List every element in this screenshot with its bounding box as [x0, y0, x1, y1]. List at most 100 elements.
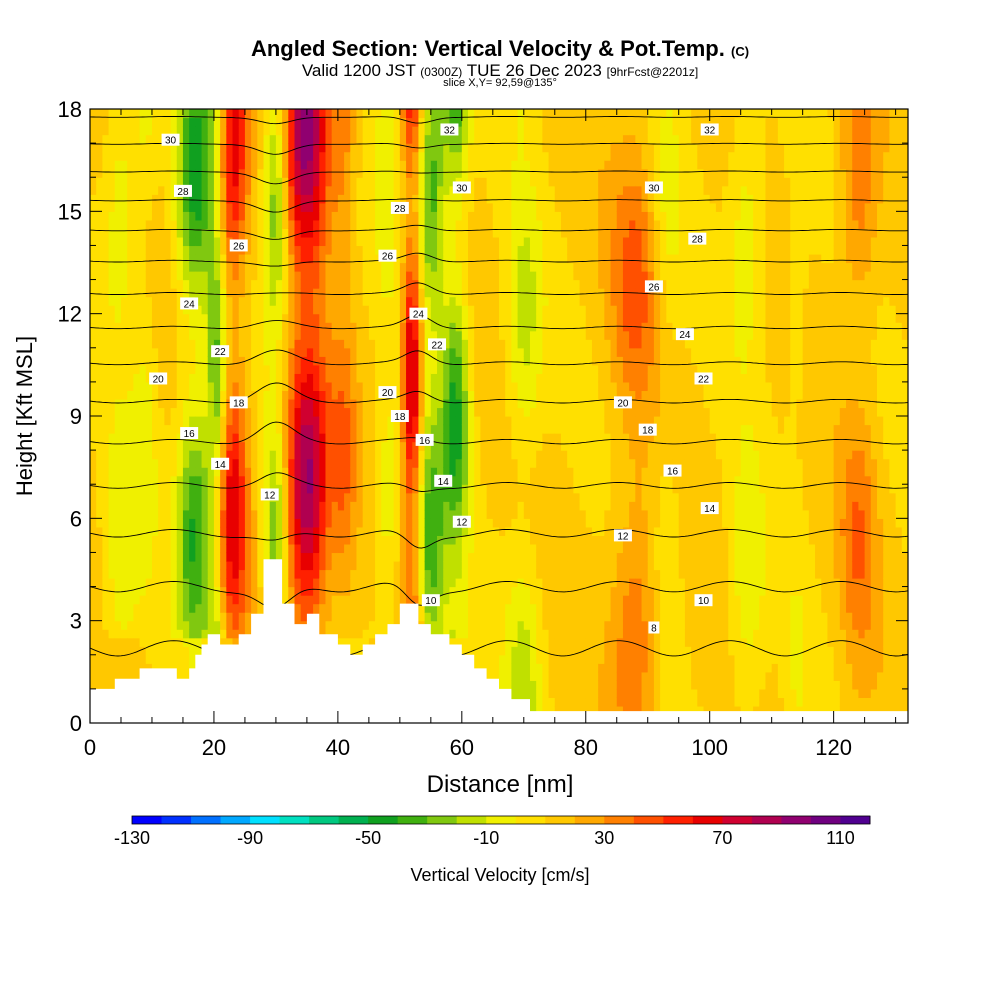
velocity-cell: [406, 126, 413, 136]
velocity-cell: [331, 398, 339, 409]
velocity-cell: [356, 475, 364, 485]
velocity-cell: [213, 552, 221, 562]
velocity-cell: [306, 518, 314, 528]
velocity-cell: [356, 177, 364, 187]
velocity-cell: [344, 518, 351, 528]
velocity-cell: [195, 134, 203, 144]
velocity-cell: [170, 245, 178, 255]
velocity-cell: [313, 330, 320, 340]
velocity-cell: [108, 253, 116, 264]
velocity-cell: [443, 441, 451, 451]
velocity-cell: [356, 416, 364, 426]
velocity-cell: [468, 219, 475, 229]
velocity-cell: [294, 552, 302, 562]
velocity-cell: [492, 629, 500, 639]
velocity-cell: [195, 109, 203, 119]
velocity-cell: [499, 569, 506, 579]
velocity-cell: [492, 671, 500, 681]
velocity-cell: [480, 202, 488, 212]
velocity-cell: [356, 151, 364, 161]
velocity-cell: [393, 450, 401, 460]
velocity-cell: [108, 185, 116, 195]
velocity-cell: [313, 117, 320, 127]
velocity-cell: [238, 185, 246, 195]
velocity-cell: [102, 433, 110, 443]
velocity-cell: [96, 475, 103, 485]
velocity-cell: [313, 305, 320, 315]
velocity-cell: [474, 279, 482, 289]
velocity-cell: [325, 398, 333, 409]
velocity-cell: [418, 109, 426, 119]
velocity-cell: [133, 305, 141, 315]
velocity-cell: [424, 126, 432, 136]
velocity-cell: [127, 143, 134, 153]
velocity-cell: [387, 441, 395, 451]
velocity-cell: [325, 245, 333, 255]
velocity-cell: [313, 194, 320, 204]
velocity-cell: [306, 526, 314, 536]
velocity-cell: [195, 407, 203, 417]
velocity-cell: [424, 381, 432, 392]
velocity-cell: [108, 364, 116, 374]
velocity-cell: [418, 586, 426, 596]
velocity-cell: [108, 407, 116, 417]
velocity-cell: [468, 612, 475, 622]
velocity-cell: [492, 364, 500, 374]
velocity-cell: [189, 339, 196, 349]
velocity-cell: [337, 330, 345, 340]
velocity-cell: [145, 305, 153, 315]
velocity-cell: [127, 543, 134, 554]
velocity-cell: [207, 117, 215, 127]
velocity-cell: [176, 211, 184, 221]
velocity-cell: [486, 637, 494, 647]
velocity-cell: [232, 219, 240, 229]
velocity-cell: [102, 467, 110, 477]
velocity-cell: [176, 595, 184, 605]
velocity-cell: [362, 160, 370, 170]
velocity-cell: [120, 117, 128, 127]
velocity-cell: [517, 595, 525, 605]
velocity-cell: [238, 160, 246, 170]
velocity-cell: [387, 279, 395, 289]
velocity-cell: [499, 671, 506, 681]
velocity-cell: [232, 492, 240, 502]
velocity-cell: [127, 288, 134, 298]
velocity-cell: [381, 330, 389, 340]
velocity-cell: [189, 202, 196, 212]
velocity-cell: [133, 381, 141, 392]
velocity-cell: [269, 262, 277, 272]
velocity-cell: [511, 467, 519, 477]
velocity-cell: [189, 586, 196, 596]
velocity-cell: [474, 424, 482, 434]
velocity-cell: [499, 509, 506, 519]
velocity-cell: [306, 262, 314, 272]
velocity-cell: [492, 373, 500, 383]
velocity-cell: [257, 126, 265, 136]
velocity-cell: [406, 450, 413, 460]
velocity-cell: [461, 501, 469, 511]
velocity-cell: [294, 347, 302, 357]
velocity-cell: [269, 543, 277, 554]
velocity-cell: [145, 228, 153, 238]
velocity-cell: [424, 151, 432, 161]
velocity-cell: [226, 288, 234, 298]
velocity-cell: [430, 322, 438, 332]
velocity-cell: [313, 288, 320, 298]
velocity-cell: [226, 560, 234, 571]
velocity-cell: [139, 117, 147, 127]
velocity-cell: [356, 620, 364, 630]
velocity-cell: [201, 416, 209, 426]
velocity-cell: [412, 356, 420, 366]
velocity-cell: [182, 356, 190, 366]
velocity-cell: [313, 518, 320, 528]
velocity-cell: [114, 390, 122, 400]
velocity-cell: [511, 279, 519, 289]
velocity-cell: [499, 262, 506, 272]
velocity-cell: [251, 236, 258, 247]
velocity-cell: [412, 552, 420, 562]
velocity-cell: [170, 160, 178, 170]
velocity-cell: [114, 612, 122, 622]
velocity-cell: [151, 356, 159, 366]
velocity-cell: [182, 168, 190, 178]
velocity-cell: [238, 271, 246, 281]
